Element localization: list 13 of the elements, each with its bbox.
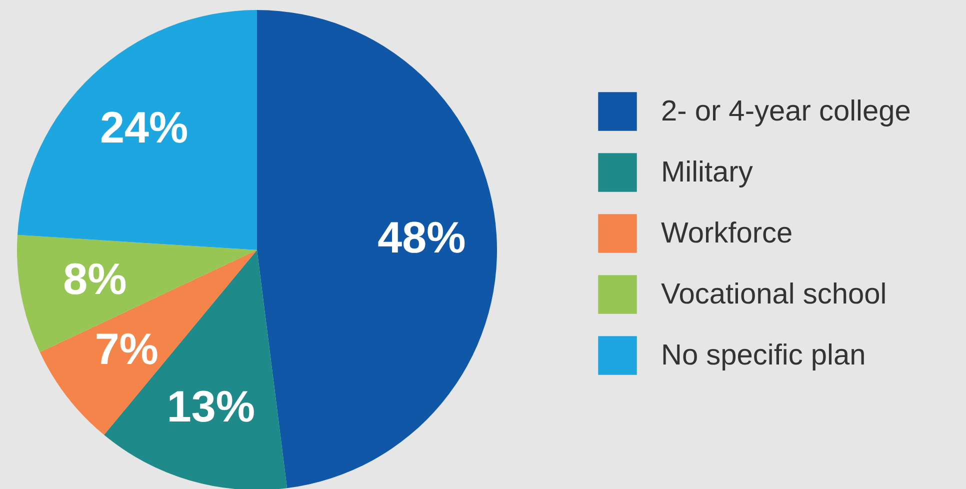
data-label: 48%	[378, 214, 466, 263]
pie-slice	[17, 10, 257, 250]
legend-label: No specific plan	[661, 340, 866, 372]
data-label: 24%	[100, 104, 188, 153]
data-label: 7%	[94, 325, 158, 374]
pie-slice	[257, 10, 497, 488]
data-label: 13%	[166, 382, 256, 432]
pie-slice	[40, 250, 257, 435]
legend-label: 2- or 4-year college	[661, 96, 911, 128]
legend-label: Workforce	[661, 218, 793, 250]
legend-label: Military	[661, 156, 754, 188]
legend-label: Vocational school	[661, 278, 887, 310]
data-label: 8%	[63, 254, 127, 304]
